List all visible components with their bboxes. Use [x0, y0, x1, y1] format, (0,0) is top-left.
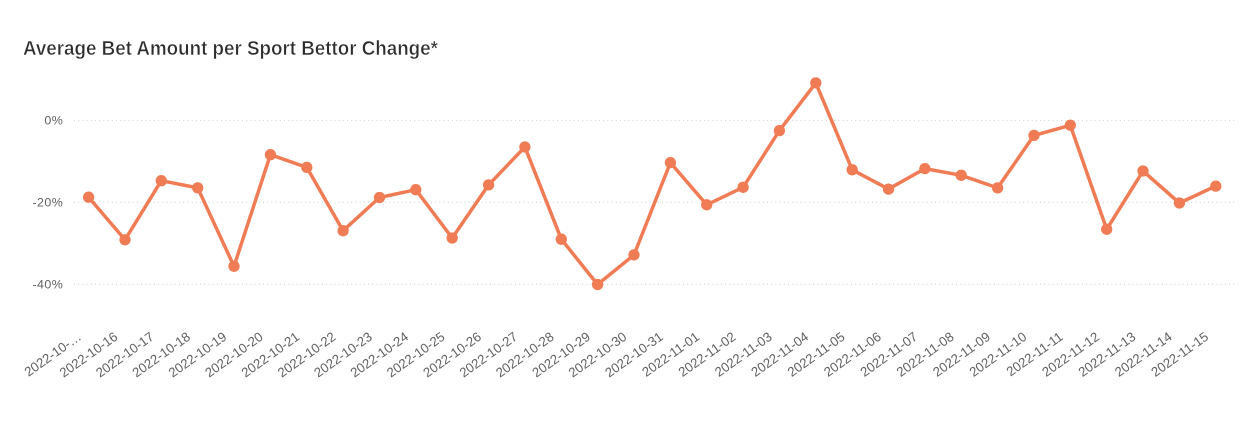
svg-text:0%: 0% [44, 114, 63, 128]
svg-text:-20%: -20% [32, 196, 63, 210]
svg-text:-40%: -40% [32, 277, 63, 291]
